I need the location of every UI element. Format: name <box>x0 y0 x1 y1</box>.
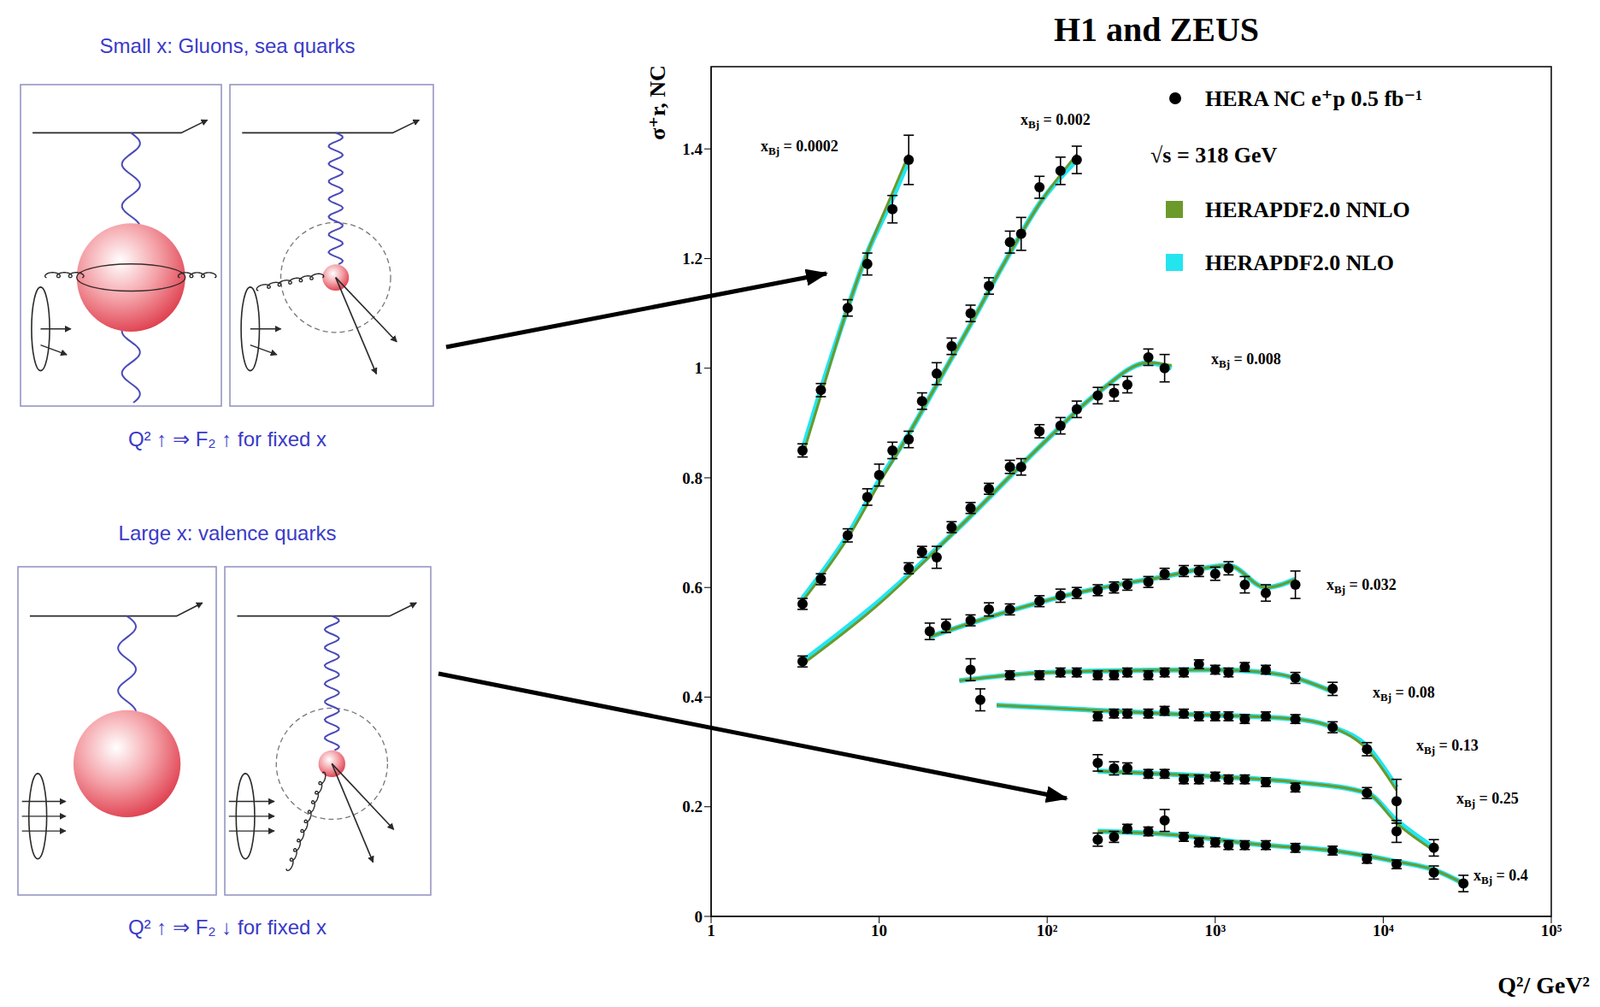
svg-text:xBj = 0.08: xBj = 0.08 <box>1372 683 1436 704</box>
svg-text:0.6: 0.6 <box>682 578 703 597</box>
svg-text:Q² ↑ ⇒ F₂ ↑ for fixed x: Q² ↑ ⇒ F₂ ↑ for fixed x <box>128 427 327 451</box>
svg-text:Q² ↑ ⇒ F₂ ↓ for fixed x: Q² ↑ ⇒ F₂ ↓ for fixed x <box>128 915 327 939</box>
svg-text:10: 10 <box>870 921 888 940</box>
svg-text:H1 and ZEUS: H1 and ZEUS <box>1053 10 1259 49</box>
svg-text:HERA NC e⁺p 0.5 fb⁻¹: HERA NC e⁺p 0.5 fb⁻¹ <box>1205 86 1423 112</box>
svg-text:1: 1 <box>706 921 716 940</box>
svg-text:xBj = 0.002: xBj = 0.002 <box>1020 111 1091 131</box>
svg-text:xBj = 0.0002: xBj = 0.0002 <box>760 137 839 158</box>
svg-text:10³: 10³ <box>1204 921 1226 940</box>
svg-text:10²: 10² <box>1036 921 1059 940</box>
svg-text:σ⁺r, NC: σ⁺r, NC <box>645 64 671 141</box>
svg-text:1.4: 1.4 <box>682 140 703 159</box>
svg-text:HERAPDF2.0 NLO: HERAPDF2.0 NLO <box>1205 250 1395 276</box>
svg-text:10⁵: 10⁵ <box>1541 921 1563 940</box>
svg-text:0.2: 0.2 <box>682 797 703 816</box>
svg-text:0: 0 <box>694 907 704 926</box>
svg-text:1.2: 1.2 <box>682 249 703 268</box>
svg-text:0.4: 0.4 <box>682 688 703 706</box>
svg-text:xBj = 0.13: xBj = 0.13 <box>1416 736 1479 757</box>
svg-text:xBj = 0.008: xBj = 0.008 <box>1211 350 1282 371</box>
svg-text:xBj = 0.4: xBj = 0.4 <box>1473 866 1529 887</box>
svg-text:HERAPDF2.0 NNLO: HERAPDF2.0 NNLO <box>1205 197 1411 223</box>
svg-text:Small x: Gluons, sea quarks: Small x: Gluons, sea quarks <box>100 34 356 58</box>
svg-text:1: 1 <box>694 358 704 377</box>
svg-text:xBj = 0.25: xBj = 0.25 <box>1456 789 1519 810</box>
svg-text:10⁴: 10⁴ <box>1372 921 1395 940</box>
svg-text:√s = 318 GeV: √s = 318 GeV <box>1150 142 1277 168</box>
svg-text:xBj = 0.032: xBj = 0.032 <box>1326 576 1397 596</box>
svg-text:Large x: valence quarks: Large x: valence quarks <box>118 521 337 545</box>
svg-text:Q²/ GeV²: Q²/ GeV² <box>1497 971 1590 999</box>
svg-text:0.8: 0.8 <box>682 469 703 488</box>
